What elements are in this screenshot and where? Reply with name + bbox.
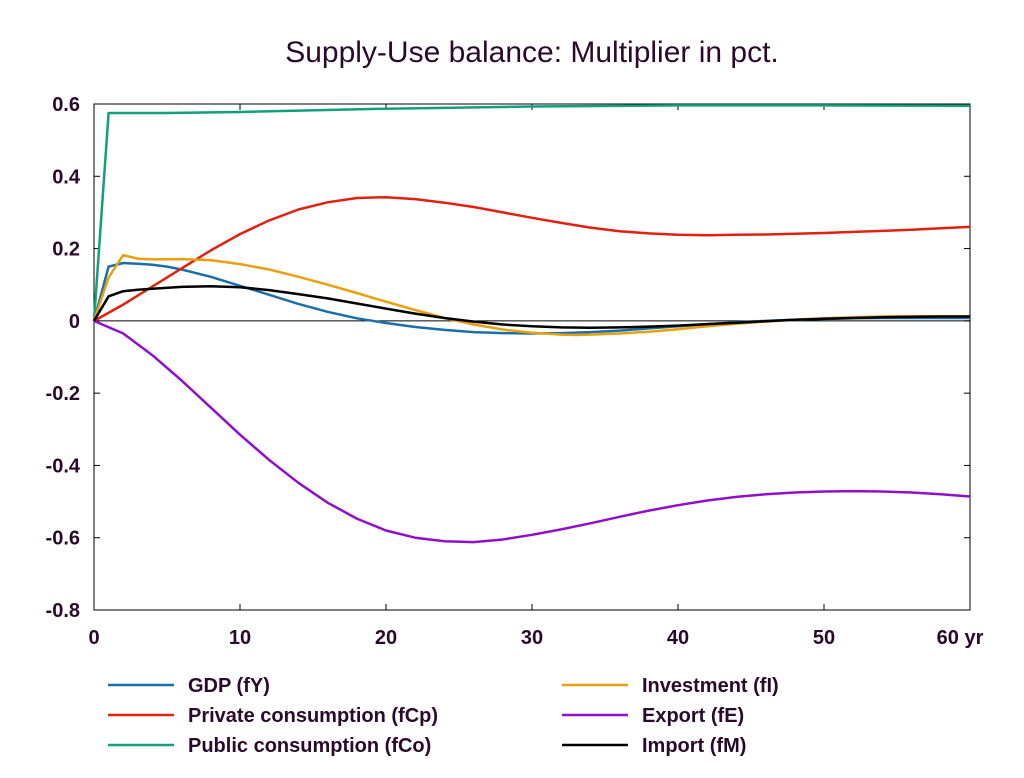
x-tick-label: 0 bbox=[88, 627, 99, 649]
legend-label: GDP (fY) bbox=[188, 675, 270, 697]
series-line-4 bbox=[93, 319, 971, 544]
y-tick-label: -0.6 bbox=[46, 528, 80, 550]
x-tick-label: 60 yr bbox=[937, 627, 984, 649]
legend-item: Investment (fI) bbox=[562, 675, 779, 697]
legend-label: Investment (fI) bbox=[642, 675, 779, 697]
series-line-5 bbox=[92, 284, 970, 329]
y-tick-label: 0.2 bbox=[52, 239, 80, 261]
legend-label: Import (fM) bbox=[642, 735, 746, 757]
series-line-3 bbox=[92, 253, 970, 337]
axes: 0.6 0.4 0.2 0 -0.2 -0.4 -0.6 -0.8 0 10 20 30 40 50 60 … bbox=[46, 94, 984, 649]
x-tick-label: 20 bbox=[375, 627, 397, 649]
y-tick-label: -0.4 bbox=[46, 455, 81, 477]
y-tick-label: -0.2 bbox=[46, 383, 80, 405]
chart-title: Supply-Use balance: Multiplier in pct. bbox=[285, 36, 779, 69]
legend-item: Export (fE) bbox=[562, 705, 744, 727]
legend: GDP (fY) Private consumption (fCp) Public … bbox=[108, 675, 779, 757]
legend-label: Export (fE) bbox=[642, 705, 744, 727]
series-line-2 bbox=[92, 104, 971, 321]
legend-label: Private consumption (fCp) bbox=[188, 705, 438, 727]
legend-item: Public consumption (fCo) bbox=[108, 735, 431, 757]
x-tick-label: 50 bbox=[813, 627, 835, 649]
x-tick-label: 10 bbox=[229, 627, 251, 649]
legend-item: Import (fM) bbox=[562, 735, 746, 757]
x-tick-label: 30 bbox=[521, 627, 543, 649]
legend-item: GDP (fY) bbox=[108, 675, 270, 697]
series-lines bbox=[92, 104, 971, 544]
y-tick-label: 0 bbox=[69, 311, 80, 333]
series-line-1 bbox=[93, 195, 971, 322]
y-tick-label: -0.8 bbox=[46, 600, 80, 622]
x-tick-label: 40 bbox=[667, 627, 689, 649]
y-tick-label: 0.6 bbox=[52, 94, 80, 116]
y-tick-label: 0.4 bbox=[52, 166, 81, 188]
series-line-0 bbox=[92, 261, 970, 335]
legend-item: Private consumption (fCp) bbox=[108, 705, 438, 727]
legend-label: Public consumption (fCo) bbox=[188, 735, 431, 757]
